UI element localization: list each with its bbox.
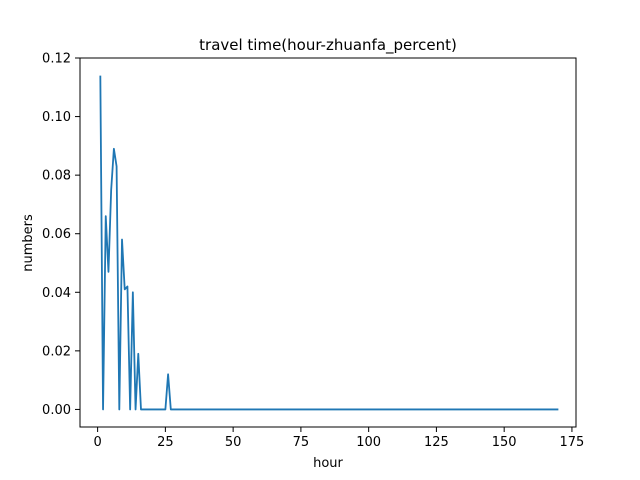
x-tick-label: 125 bbox=[424, 435, 449, 450]
y-axis-ticks: 0.00 0.02 0.04 0.06 0.08 0.10 0.12 bbox=[42, 52, 80, 418]
x-axis-ticks: 0 25 50 75 100 125 150 175 bbox=[93, 427, 584, 450]
series-layer bbox=[99, 75, 559, 411]
y-tick-label: 0.04 bbox=[42, 286, 71, 301]
x-tick-label: 150 bbox=[492, 435, 517, 450]
y-tick-label: 0.06 bbox=[42, 227, 71, 242]
y-axis-label: numbers bbox=[21, 214, 36, 272]
y-tick-label: 0.12 bbox=[42, 52, 71, 67]
x-tick-label: 175 bbox=[560, 435, 585, 450]
y-tick-label: 0.02 bbox=[42, 344, 71, 359]
y-tick-label: 0.08 bbox=[42, 169, 71, 184]
x-tick-label: 25 bbox=[157, 435, 174, 450]
x-tick-label: 75 bbox=[293, 435, 310, 450]
x-tick-label: 50 bbox=[225, 435, 242, 450]
y-tick-label: 0.10 bbox=[42, 110, 71, 125]
series-line bbox=[99, 75, 559, 411]
chart-title: travel time(hour-zhuanfa_percent) bbox=[199, 36, 457, 55]
y-tick-label: 0.00 bbox=[42, 403, 71, 418]
x-tick-label: 100 bbox=[356, 435, 381, 450]
axes-frame bbox=[79, 57, 577, 428]
x-axis-label: hour bbox=[313, 456, 343, 471]
x-tick-label: 0 bbox=[93, 435, 101, 450]
